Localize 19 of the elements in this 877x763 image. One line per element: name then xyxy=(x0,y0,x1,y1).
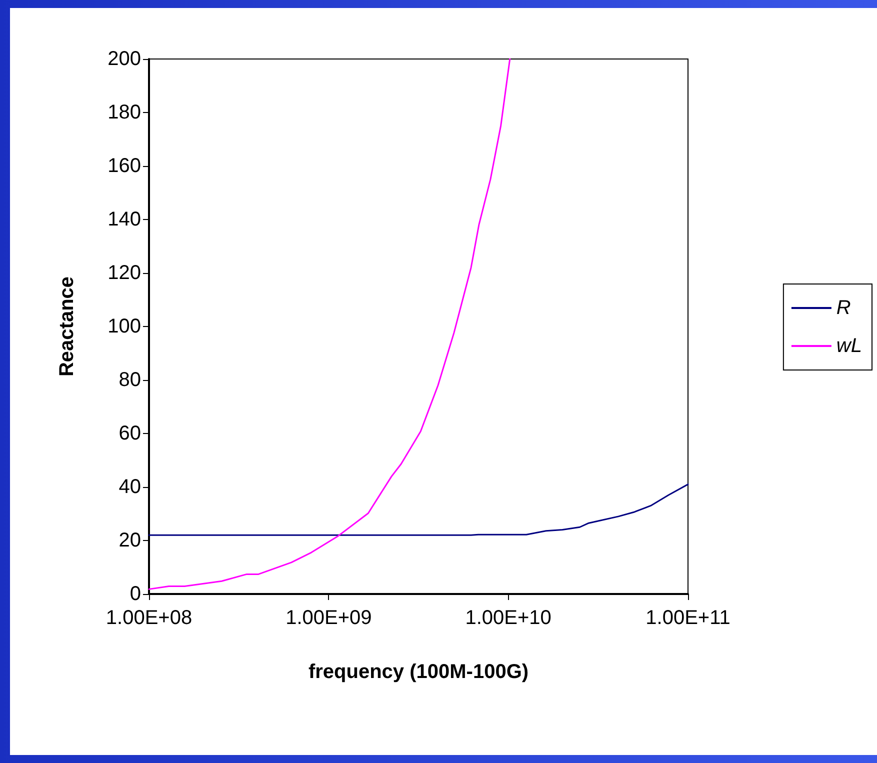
y-tick-label: 180 xyxy=(108,102,141,124)
x-tick-label: 1.00E+08 xyxy=(106,607,192,629)
y-tick-label: 40 xyxy=(118,476,141,498)
y-tick-label: 160 xyxy=(108,155,141,177)
x-tick-label: 1.00E+10 xyxy=(465,607,552,629)
y-tick-label: 120 xyxy=(108,262,141,284)
y-tick-label: 0 xyxy=(130,583,141,605)
x-axis-title: frequency (100M-100G) xyxy=(308,661,529,683)
y-tick-label: 60 xyxy=(118,422,141,444)
legend-label: wL xyxy=(836,335,862,357)
y-tick-label: 20 xyxy=(118,530,141,552)
x-tick-label: 1.00E+11 xyxy=(646,607,730,629)
y-tick-label: 80 xyxy=(118,369,141,391)
y-axis-title: Reactance xyxy=(56,276,78,377)
legend-label: R xyxy=(836,297,851,319)
y-tick-label: 140 xyxy=(108,208,141,230)
x-tick-label: 1.00E+09 xyxy=(286,607,372,629)
y-tick-label: 200 xyxy=(108,48,141,70)
y-tick-label: 100 xyxy=(108,316,141,338)
